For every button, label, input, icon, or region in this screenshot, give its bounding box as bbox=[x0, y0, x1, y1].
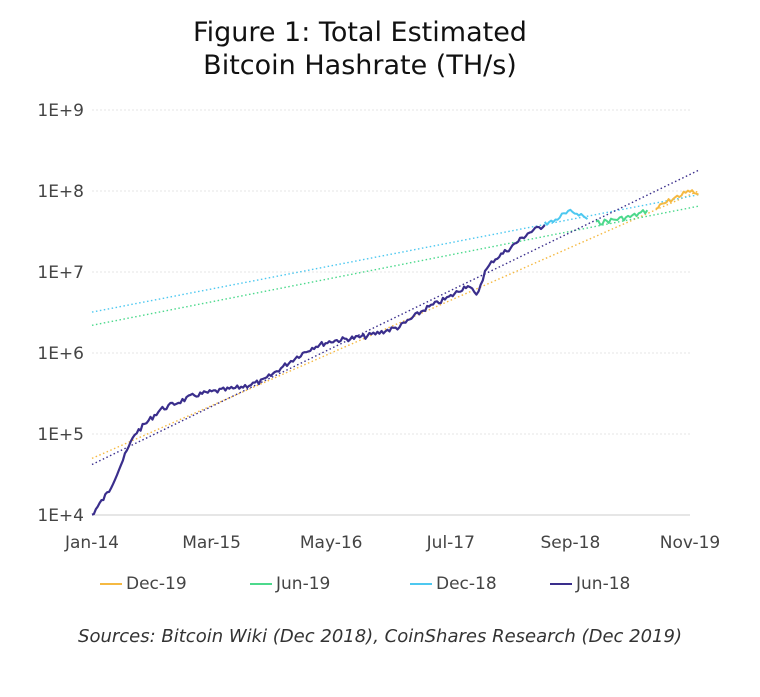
chart-title: Figure 1: Total Estimated Bitcoin Hashra… bbox=[120, 16, 600, 82]
y-tick-label-4: 1E+8 bbox=[37, 182, 84, 202]
legend-label: Dec-18 bbox=[436, 574, 497, 594]
legend-item-jun-19: Jun-19 bbox=[250, 574, 330, 594]
legend-item-dec-19: Dec-19 bbox=[100, 574, 187, 594]
chart-legend: Dec-19 Jun-19 Dec-18 Jun-18 bbox=[100, 574, 680, 598]
legend-swatch bbox=[250, 583, 272, 585]
x-tick-label-4: Sep-18 bbox=[540, 533, 600, 553]
x-tick-label-0: Jan-14 bbox=[64, 533, 119, 553]
legend-item-jun-18: Jun-18 bbox=[550, 574, 630, 594]
legend-label: Jun-18 bbox=[576, 574, 631, 594]
chart-title-line-2: Bitcoin Hashrate (TH/s) bbox=[203, 50, 517, 81]
trend-line-6 bbox=[91, 194, 699, 313]
chart-title-line-1: Figure 1: Total Estimated bbox=[193, 17, 527, 48]
series-line-jun-18 bbox=[91, 224, 546, 516]
legend-label: Dec-19 bbox=[126, 574, 187, 594]
trend-line-4 bbox=[91, 190, 699, 460]
y-tick-label-5: 1E+9 bbox=[37, 101, 84, 121]
trend-line-5 bbox=[91, 205, 699, 326]
x-tick-label-3: Jul-17 bbox=[426, 533, 475, 553]
legend-swatch bbox=[100, 583, 122, 585]
y-tick-label-2: 1E+6 bbox=[37, 344, 84, 364]
trend-line-7 bbox=[91, 169, 699, 466]
y-tick-label-1: 1E+5 bbox=[37, 425, 84, 445]
chart-source: Sources: Bitcoin Wiki (Dec 2018), CoinSh… bbox=[78, 626, 682, 647]
y-tick-label-0: 1E+4 bbox=[37, 506, 84, 526]
y-tick-label-3: 1E+7 bbox=[37, 263, 84, 283]
legend-swatch bbox=[550, 583, 572, 585]
legend-label: Jun-19 bbox=[276, 574, 331, 594]
series-line-dec-19 bbox=[655, 189, 699, 210]
series-line-dec-18 bbox=[544, 208, 589, 226]
x-tick-label-2: May-16 bbox=[300, 533, 363, 553]
legend-item-dec-18: Dec-18 bbox=[410, 574, 497, 594]
x-tick-label-5: Nov-19 bbox=[660, 533, 721, 553]
legend-swatch bbox=[410, 583, 432, 585]
series-line-jun-19 bbox=[595, 209, 649, 226]
x-tick-label-1: Mar-15 bbox=[182, 533, 241, 553]
